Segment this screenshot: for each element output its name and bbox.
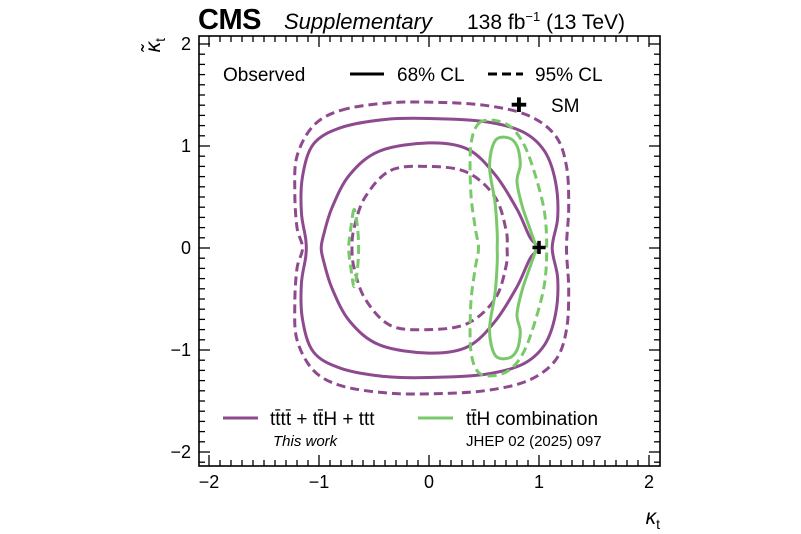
luminosity-label: 138 fb−1 (13 TeV) [467, 9, 625, 35]
legend-sm: SM [551, 96, 580, 117]
y-tick-label: 1 [181, 136, 191, 156]
legend-purple-note: This work [273, 433, 339, 450]
energy-label: (13 TeV) [546, 11, 626, 34]
x-tick-label: −2 [199, 472, 220, 492]
lumi-value: 138 fb [467, 11, 526, 34]
legend-95cl: 95% CL [535, 65, 603, 86]
x-tick-label: 1 [534, 472, 544, 492]
plot-frame [198, 35, 661, 467]
x-tick-label: −1 [309, 472, 330, 492]
sm-point-marker: ✚ [531, 238, 546, 259]
contour-purple-95-outer [293, 100, 571, 396]
contour-layer [293, 100, 571, 396]
contour-green-68 [487, 135, 538, 361]
legend-observed: Observed [223, 65, 305, 86]
legend-68cl: 68% CL [397, 65, 465, 86]
contour-purple-95-inner [350, 164, 509, 332]
y-tick-label: −1 [170, 340, 191, 360]
x-tick-label: 2 [644, 472, 654, 492]
experiment-label: CMS [198, 4, 261, 36]
x-tick-label: 0 [424, 472, 434, 492]
legend-green-note: JHEP 02 (2025) 097 [466, 433, 602, 450]
contour-green-95-outer [468, 118, 549, 378]
contour-purple-68-outer [299, 116, 560, 380]
contour-purple-68-inner [319, 141, 541, 355]
legend-sm-marker: ✚ [511, 93, 528, 117]
y-axis-label: κ̃t [141, 38, 168, 53]
y-tick-label: 0 [181, 238, 191, 258]
legend-green-label: tt̄H combination [466, 409, 598, 430]
legend-purple-label: tt̄tt̄ + tt̄H + ttt [270, 409, 375, 430]
status-label: Supplementary [284, 9, 432, 34]
y-tick-label: 2 [181, 34, 191, 54]
lumi-exponent: −1 [525, 9, 541, 24]
y-tick-label: −2 [170, 442, 191, 462]
tick-layer: −2 −1 0 1 2 −2 −1 0 1 2 [170, 34, 660, 492]
x-axis-label: κt [646, 506, 661, 532]
contour-green-95-left [347, 207, 361, 289]
